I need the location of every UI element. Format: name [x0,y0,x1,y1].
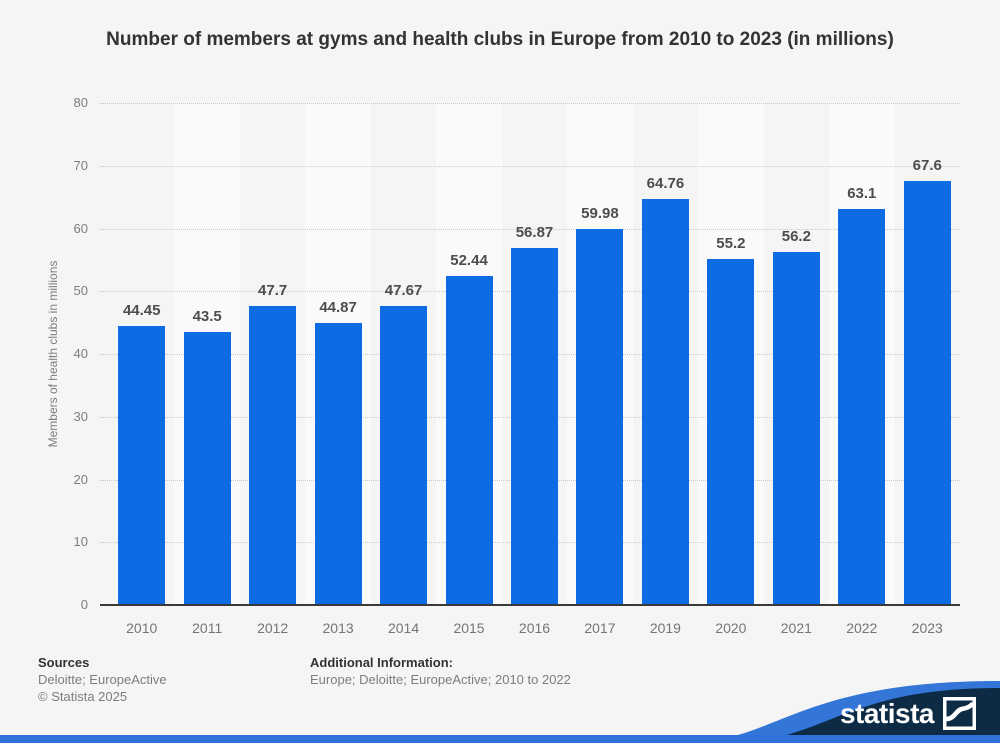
bar-value-label: 64.76 [646,174,685,192]
statista-logo-text: statista [839,698,935,729]
x-axis-line [100,604,960,606]
bar-value-label: 43.5 [192,308,222,326]
sources-text: Deloitte; EuropeActive [38,672,167,687]
bar-2019[interactable] [641,198,689,605]
bar-2010[interactable] [118,326,166,605]
sources-heading: Sources [38,655,90,670]
y-tick-label: 0 [80,597,88,612]
statista-logo: statista [840,697,976,730]
x-tick-label: 2020 [715,620,747,636]
bar-2023[interactable] [903,180,951,605]
bar-2012[interactable] [249,305,297,605]
bar-value-label: 63.1 [847,185,877,203]
plot-area: 44.45 43.5 47.7 44.87 47.67 52.44 56.87 59.98 64… [100,103,960,605]
bar-value-label: 56.87 [515,224,554,242]
bar-value-label: 59.98 [581,204,619,222]
footer-wave-graphic [688,681,1000,743]
bar-value-label: 44.45 [122,302,161,320]
bar-value-label: 47.67 [384,281,423,299]
x-tick-label: 2010 [126,620,158,636]
chart-title: Number of members at gyms and health clu… [106,29,894,50]
wave-navy [733,688,1000,743]
bar-2013[interactable] [314,323,362,605]
x-tick-label: 2012 [257,620,289,636]
bar-value-label: 56.2 [781,228,811,246]
bar-2021[interactable] [772,252,820,605]
copyright-text: © Statista 2025 [38,689,128,704]
bar-value-label: 44.87 [319,299,357,317]
x-tick-label: 2011 [192,620,223,636]
footer-bottom-bar [0,735,1000,743]
bar-2015[interactable] [445,275,493,605]
x-tick-label: 2014 [387,620,420,636]
bar-2020[interactable] [707,258,755,605]
y-tick-label: 70 [73,157,88,173]
y-tick-label: 40 [73,346,88,361]
x-tick-label: 2013 [322,620,354,636]
bar-2016[interactable] [511,248,558,605]
y-tick-label: 50 [73,283,88,299]
bar-value-label: 52.44 [450,251,488,269]
bar-2022[interactable] [838,209,886,605]
y-tick-label: 60 [73,220,88,236]
x-tick-label: 2022 [846,620,878,636]
gridline [100,103,960,104]
bar-2017[interactable] [576,228,624,605]
y-tick-label: 20 [73,471,88,487]
x-tick-label: 2021 [780,620,812,636]
gridline [100,228,960,230]
x-tick-label: 2019 [649,620,681,636]
bar-value-label: 55.2 [716,234,746,252]
gridline [100,165,960,167]
y-tick-label: 80 [73,95,88,110]
bar-2014[interactable] [380,305,428,605]
additional-information-heading: Additional Information: [310,655,453,670]
bar-2011[interactable] [183,332,231,605]
statista-logo-icon [943,697,976,730]
x-tick-label: 2023 [911,620,943,636]
x-tick-label: 2017 [584,620,616,636]
x-tick-label: 2015 [453,620,485,636]
bar-value-label: 47.7 [258,281,288,299]
x-tick-label: 2016 [518,620,551,636]
y-tick-label: 10 [73,534,88,550]
additional-information-text: Europe; Deloitte; EuropeActive; 2010 to … [310,672,571,687]
y-tick-label: 30 [73,408,88,424]
bar-value-label: 67.6 [912,156,942,174]
